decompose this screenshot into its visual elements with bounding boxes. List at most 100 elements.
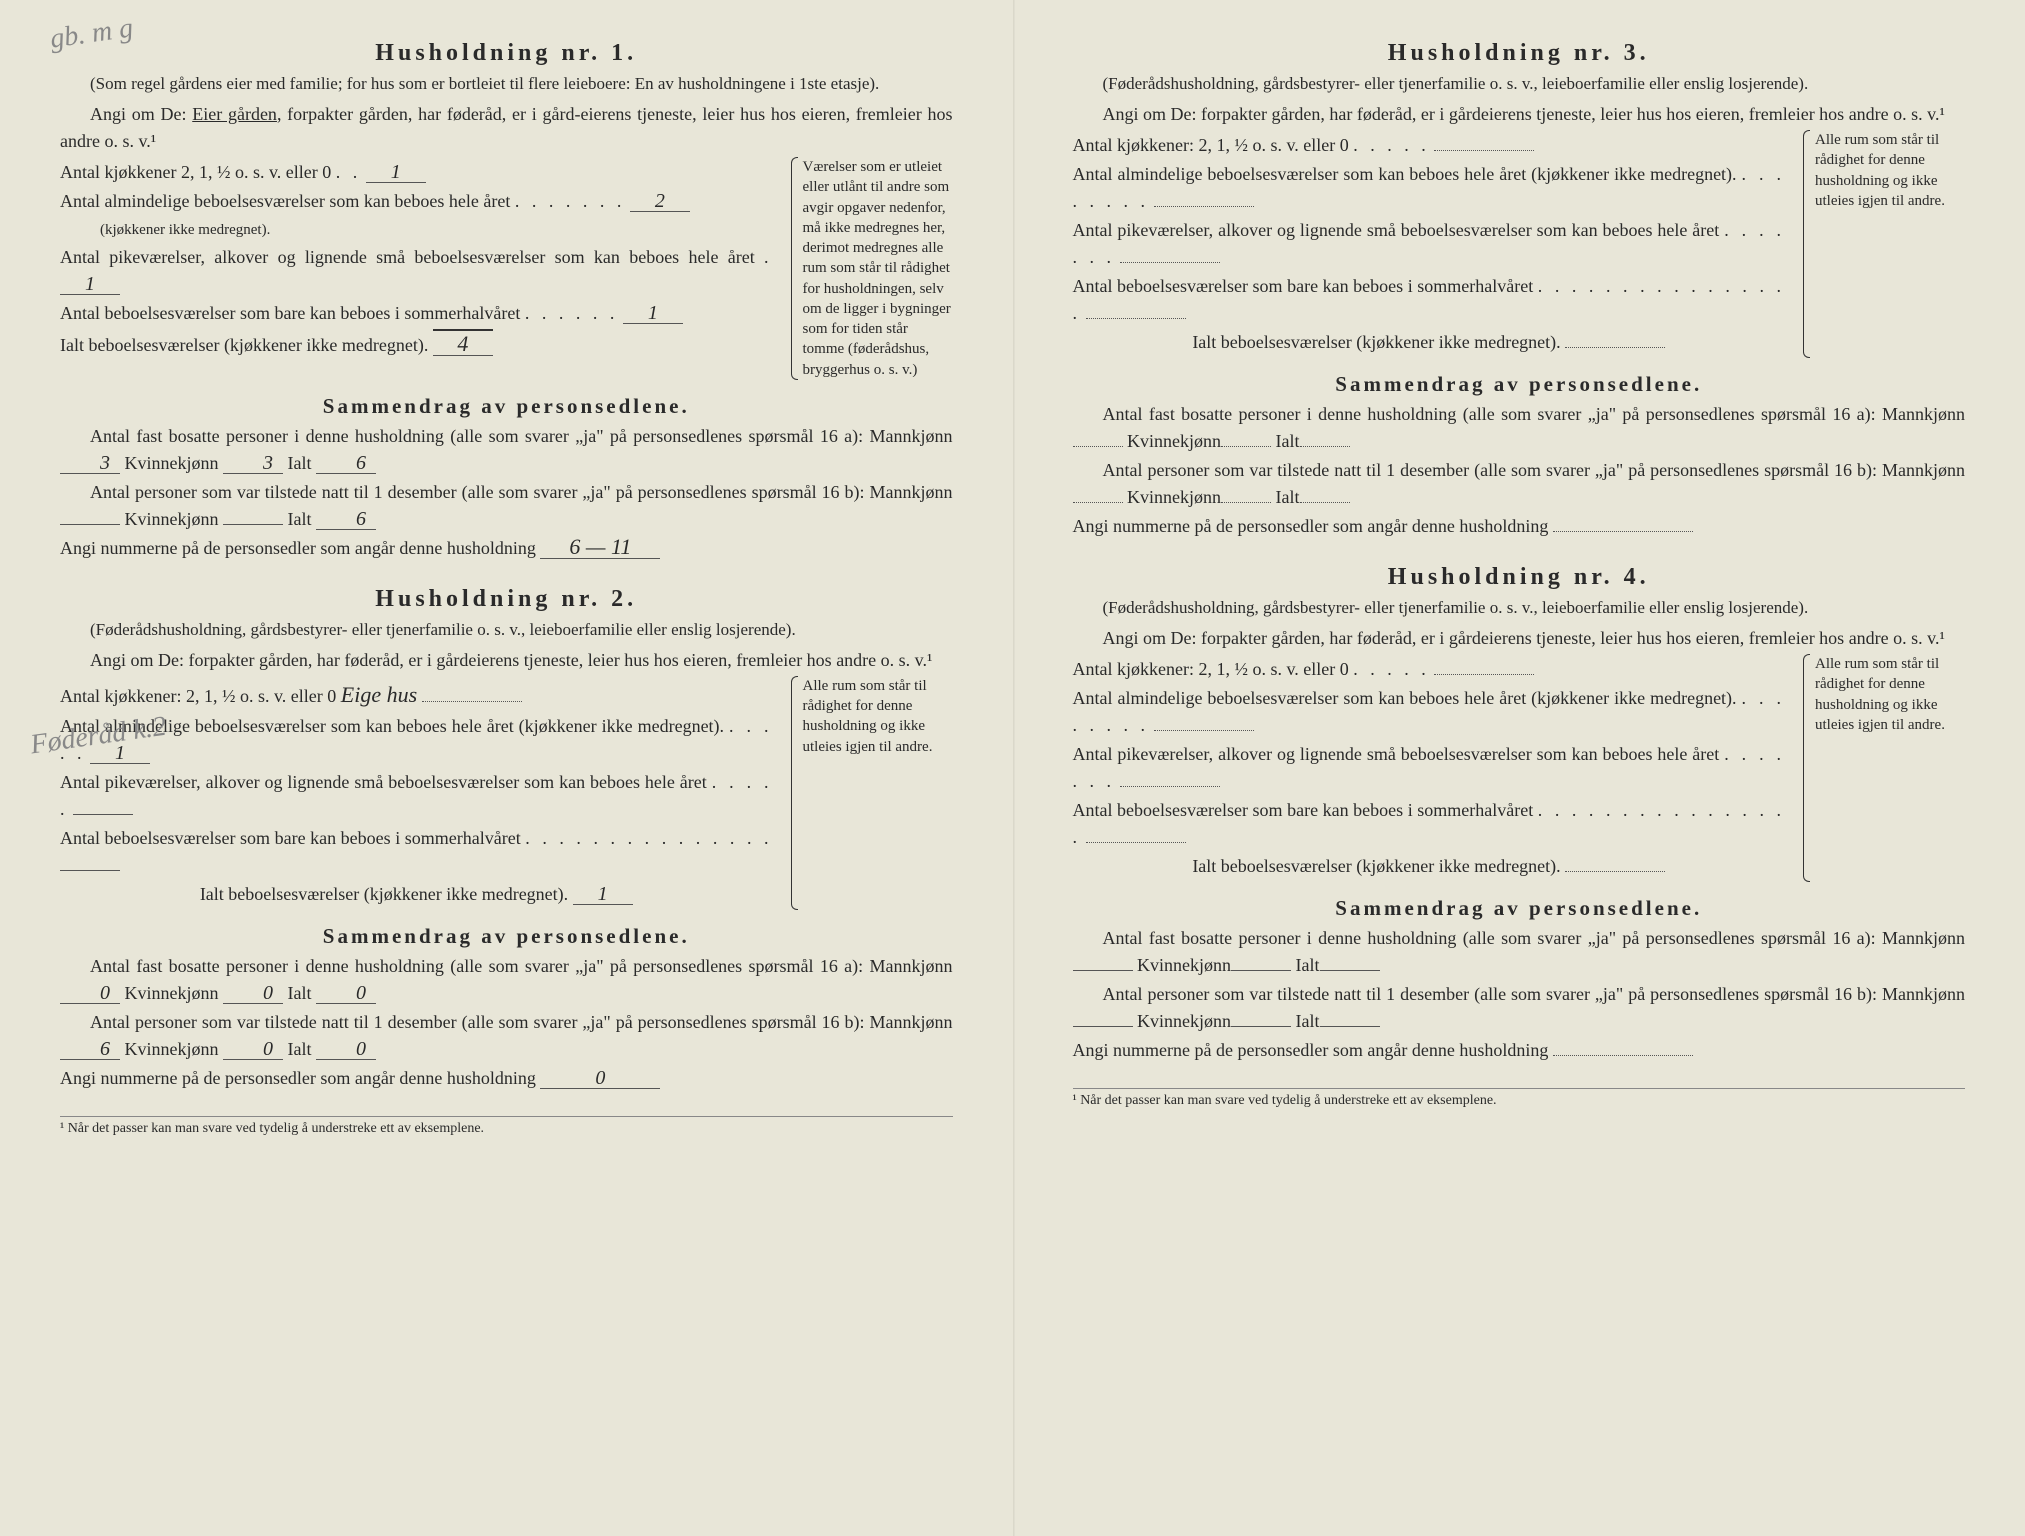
angi-underlined: Eier gården: [192, 104, 277, 124]
label: Antal personer som var tilstede natt til…: [90, 482, 865, 502]
i-label: Ialt: [1276, 431, 1300, 451]
hh2-angi: Angi om De: forpakter gården, har føderå…: [60, 647, 953, 674]
i-label: Ialt: [1296, 1011, 1320, 1031]
hh4-sidenote: Alle rum som står til rådighet for denne…: [1797, 654, 1965, 882]
blank: [1073, 446, 1123, 447]
k-label: Kvinnekjønn: [125, 509, 219, 529]
label: Ialt beboelsesværelser (kjøkkener ikke m…: [1192, 332, 1560, 352]
dotline: [1154, 206, 1254, 207]
household-4: Husholdning nr. 4. (Føderådshusholdning,…: [1073, 564, 1966, 1064]
label: Ialt beboelsesværelser (kjøkkener ikke m…: [200, 884, 568, 904]
val: 3: [60, 453, 120, 474]
blank: [1221, 446, 1271, 447]
hh4-rooms-row: Antal kjøkkener: 2, 1, ½ o. s. v. eller …: [1073, 654, 1966, 882]
label: Antal pikeværelser, alkover og lignende …: [60, 772, 707, 792]
hh3-fast: Antal fast bosatte personer i denne hush…: [1073, 401, 1966, 455]
dotline: [422, 701, 522, 702]
label: Antal fast bosatte personer i denne hush…: [1103, 928, 1876, 948]
k-label: Kvinnekjønn: [125, 453, 219, 473]
hh2-pike: Antal pikeværelser, alkover og lignende …: [60, 769, 773, 823]
i-label: Ialt: [1276, 487, 1300, 507]
blank: [1221, 502, 1271, 503]
dots: . . . . .: [1353, 135, 1430, 155]
hh1-pike: Antal pikeværelser, alkover og lignende …: [60, 244, 773, 298]
household-1: Husholdning nr. 1. (Som regel gårdens ei…: [60, 40, 953, 562]
handwritten: Eige hus: [341, 682, 417, 707]
blank: [1073, 970, 1133, 971]
dots: . . . . .: [1353, 659, 1430, 679]
hh1-pike-val: 1: [60, 274, 120, 295]
label: Antal kjøkkener: 2, 1, ½ o. s. v. eller …: [1073, 135, 1349, 155]
dotline: [1434, 150, 1534, 151]
blank: [1231, 1026, 1291, 1027]
hh1-alm-val: 2: [630, 191, 690, 212]
val: 1: [573, 884, 633, 905]
label: Ialt beboelsesværelser (kjøkkener ikke m…: [60, 335, 428, 355]
hh2-rooms-row: Antal kjøkkener: 2, 1, ½ o. s. v. eller …: [60, 676, 953, 910]
hh2-title: Husholdning nr. 2.: [60, 586, 953, 613]
i-label: Ialt: [288, 509, 312, 529]
hh4-title: Husholdning nr. 4.: [1073, 564, 1966, 591]
blank: [1231, 970, 1291, 971]
val: 3: [223, 453, 283, 474]
m-label: Mannkjønn: [870, 426, 953, 446]
i-label: Ialt: [1296, 955, 1320, 975]
blank: [1073, 502, 1123, 503]
hh1-tilstede: Antal personer som var tilstede natt til…: [60, 479, 953, 533]
m-label: Mannkjønn: [870, 482, 953, 502]
label: Antal fast bosatte personer i denne hush…: [1103, 404, 1876, 424]
hh3-rooms: Antal kjøkkener: 2, 1, ½ o. s. v. eller …: [1073, 130, 1786, 358]
hh3-kjokken: Antal kjøkkener: 2, 1, ½ o. s. v. eller …: [1073, 132, 1786, 159]
label: Ialt beboelsesværelser (kjøkkener ikke m…: [1192, 856, 1560, 876]
hh1-angi: Angi om De: Eier gården, forpakter gårde…: [60, 101, 953, 155]
dots: . . . . . . . . . . . . . . .: [525, 828, 772, 848]
hh1-kjokken: Antal kjøkkener 2, 1, ½ o. s. v. eller 0…: [60, 159, 773, 186]
hh1-ialt-val: 4: [433, 329, 493, 356]
label: Angi nummerne på de personsedler som ang…: [1073, 516, 1549, 536]
val: 0: [316, 1039, 376, 1060]
k-label: Kvinnekjønn: [125, 1039, 219, 1059]
hh3-angi: Angi om De: forpakter gården, har føderå…: [1073, 101, 1966, 128]
label: Angi nummerne på de personsedler som ang…: [60, 538, 536, 558]
blank: [1073, 1026, 1133, 1027]
label: Antal beboelsesværelser som bare kan beb…: [1073, 276, 1534, 296]
hh2-subnote: (Føderådshusholdning, gårdsbestyrer- ell…: [60, 619, 953, 641]
hh3-summary-title: Sammendrag av personsedlene.: [1073, 372, 1966, 397]
hh4-tilstede: Antal personer som var tilstede natt til…: [1073, 981, 1966, 1035]
dotline: [1086, 842, 1186, 843]
blank: [1553, 531, 1693, 532]
right-page: Husholdning nr. 3. (Føderådshusholdning,…: [1013, 0, 2025, 1536]
blank: [1300, 446, 1350, 447]
val: 6: [316, 509, 376, 530]
hh2-ialt: Ialt beboelsesværelser (kjøkkener ikke m…: [60, 881, 773, 908]
hh4-sommer: Antal beboelsesværelser som bare kan beb…: [1073, 797, 1786, 851]
hh3-nummer: Angi nummerne på de personsedler som ang…: [1073, 513, 1966, 540]
label: Angi nummerne på de personsedler som ang…: [60, 1068, 536, 1088]
i-label: Ialt: [288, 983, 312, 1003]
brace-icon: [1797, 130, 1811, 358]
brace-icon: [785, 676, 799, 910]
hh4-nummer: Angi nummerne på de personsedler som ang…: [1073, 1037, 1966, 1064]
val: 6 — 11: [540, 536, 660, 559]
hh2-kjokken: Antal kjøkkener: 2, 1, ½ o. s. v. eller …: [60, 678, 773, 711]
hh1-title: Husholdning nr. 1.: [60, 40, 953, 67]
hh3-alm: Antal almindelige beboelsesværelser som …: [1073, 161, 1786, 215]
dotline: [1086, 318, 1186, 319]
hh4-subnote: (Føderådshusholdning, gårdsbestyrer- ell…: [1073, 597, 1966, 619]
label: Antal fast bosatte personer i denne hush…: [90, 426, 863, 446]
form-spread: gb. m g Husholdning nr. 1. (Som regel gå…: [0, 0, 2025, 1536]
hh2-summary-title: Sammendrag av personsedlene.: [60, 924, 953, 949]
hh3-rooms-row: Antal kjøkkener: 2, 1, ½ o. s. v. eller …: [1073, 130, 1966, 358]
label: Antal almindelige beboelsesværelser som …: [60, 191, 510, 211]
val: [223, 524, 283, 525]
m-label: Mannkjønn: [1882, 928, 1965, 948]
k-label: Kvinnekjønn: [1137, 1011, 1231, 1031]
hh3-title: Husholdning nr. 3.: [1073, 40, 1966, 67]
label: Antal beboelsesværelser som bare kan beb…: [1073, 800, 1534, 820]
sidenote-text: Alle rum som står til rådighet for denne…: [1815, 656, 1945, 733]
k-label: Kvinnekjønn: [1127, 487, 1221, 507]
label: Antal almindelige beboelsesværelser som …: [1073, 688, 1737, 708]
hh3-sidenote: Alle rum som står til rådighet for denne…: [1797, 130, 1965, 358]
blank: [1320, 1026, 1380, 1027]
hh2-sommer: Antal beboelsesværelser som bare kan beb…: [60, 825, 773, 879]
